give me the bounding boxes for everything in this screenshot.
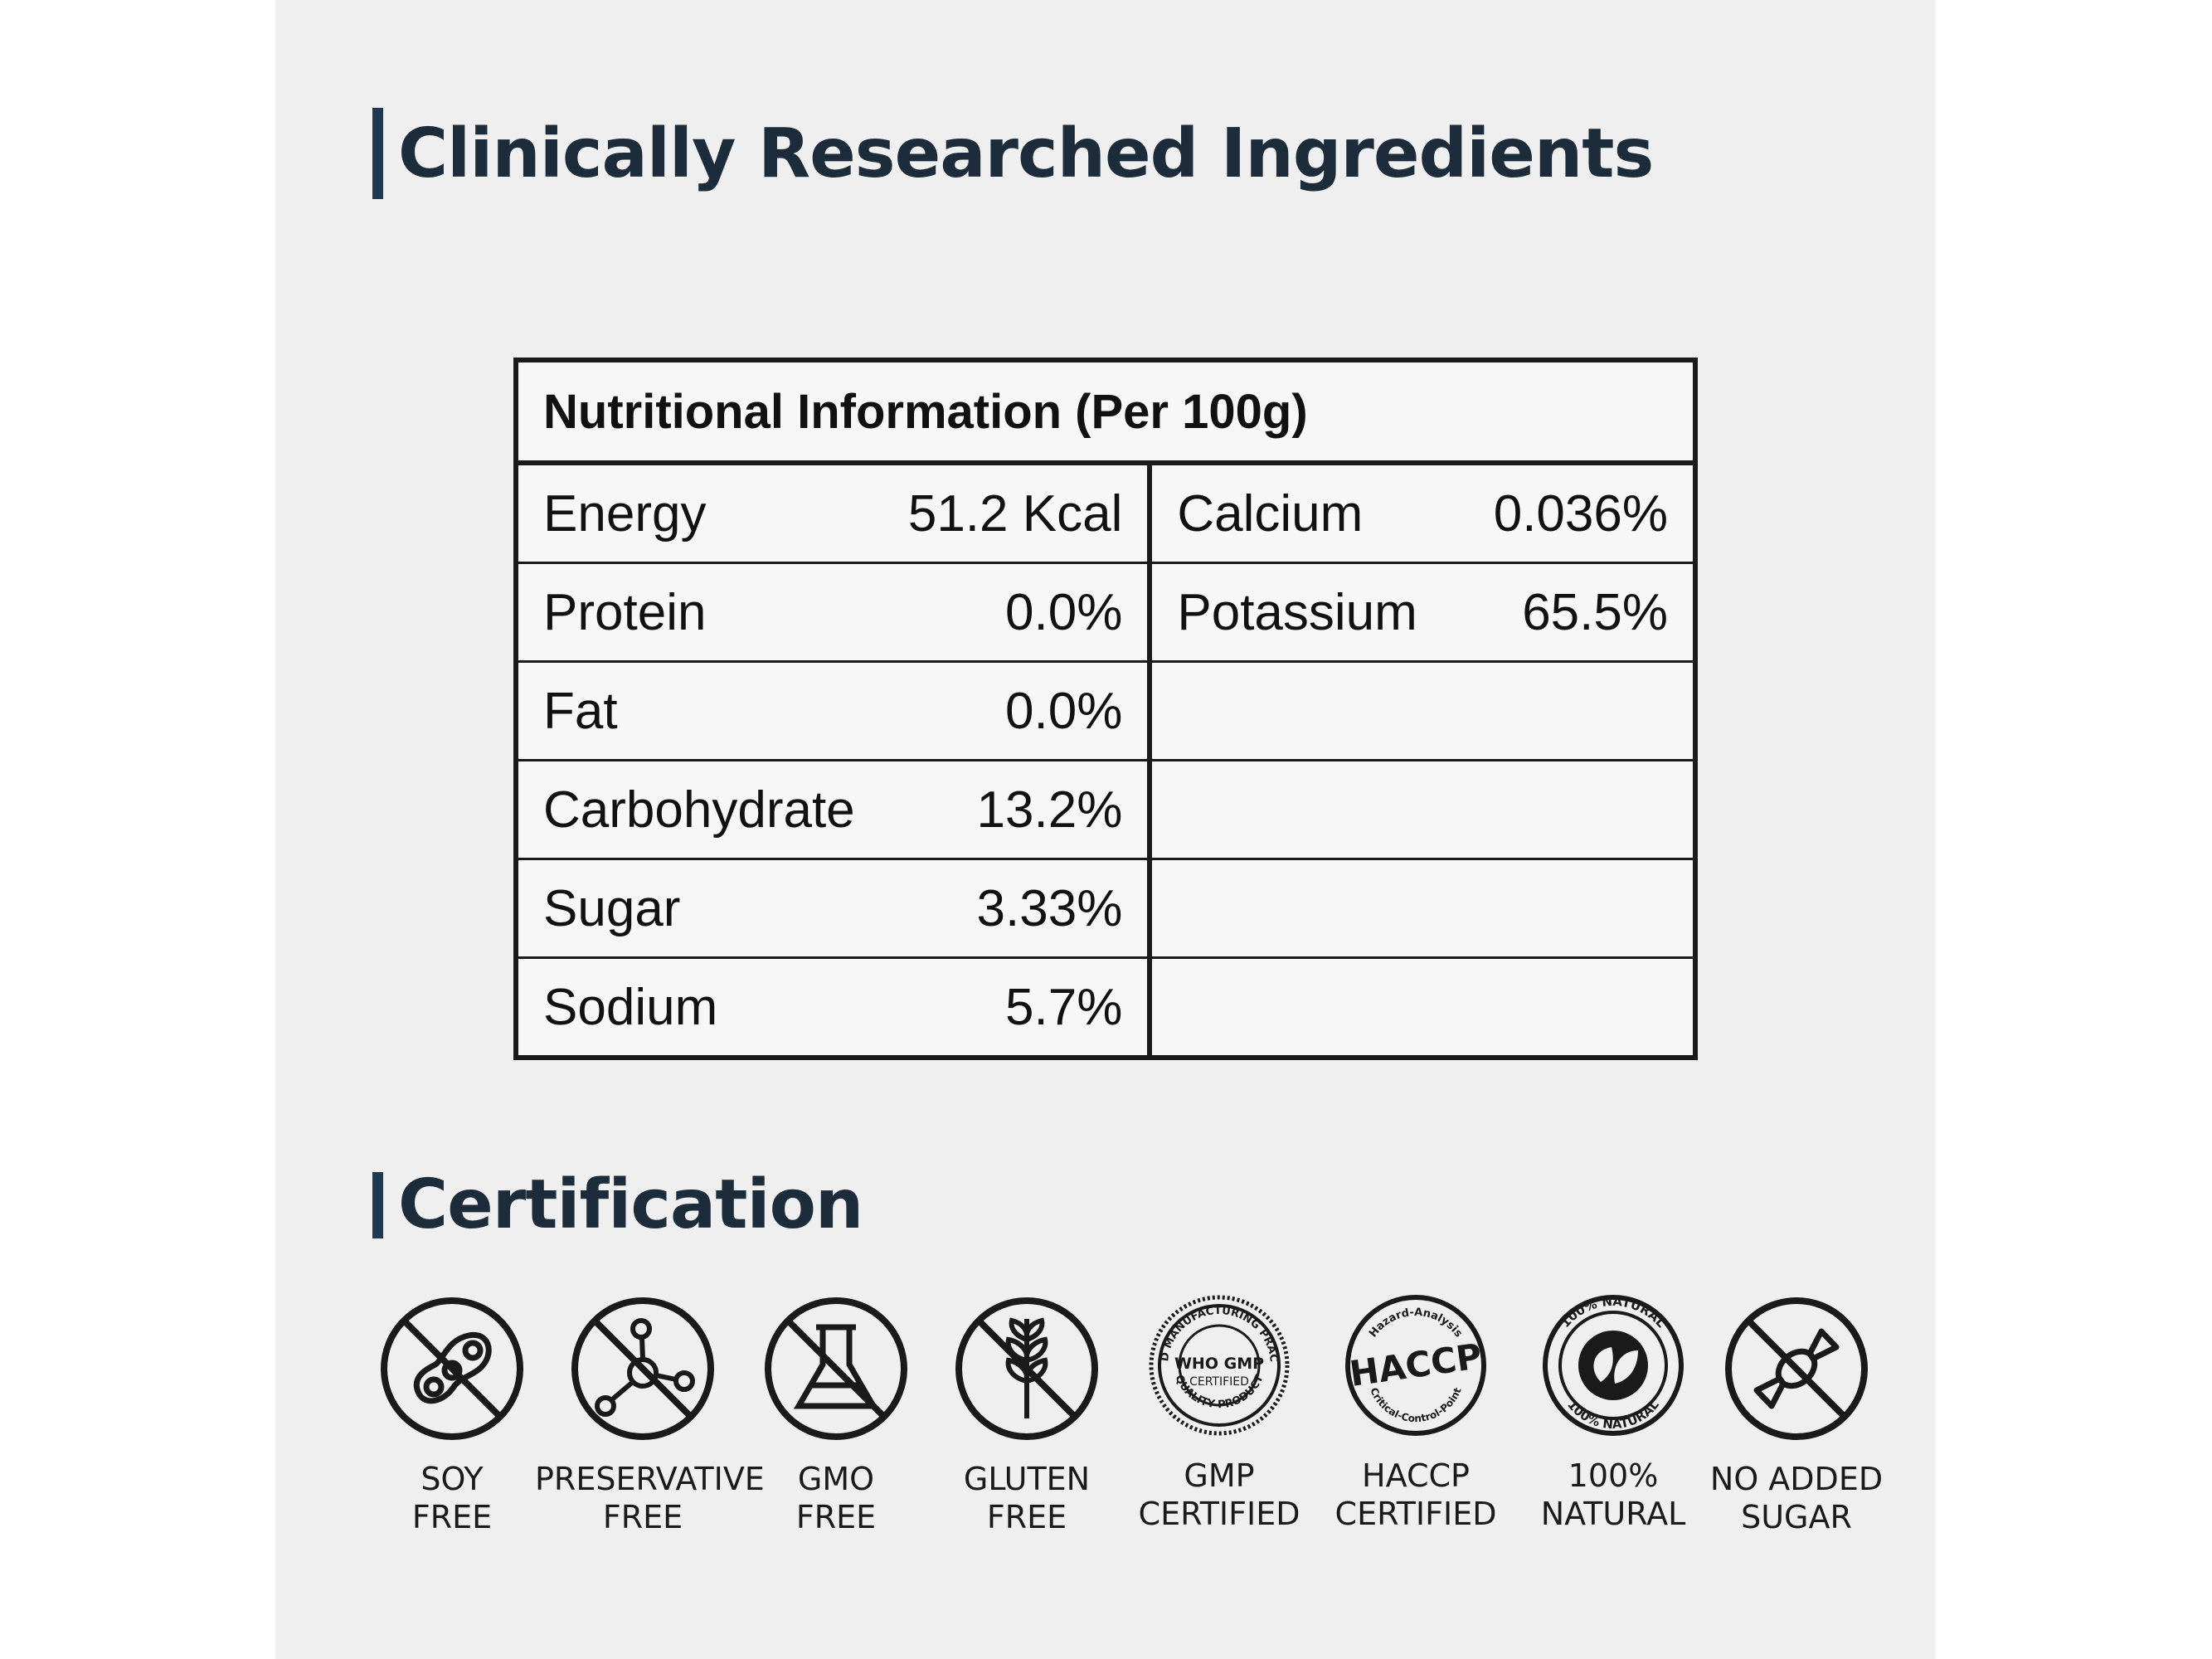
gluten-free-icon (955, 1297, 1098, 1440)
cert-label: 100% NATURAL (1540, 1457, 1686, 1532)
cert-100-natural: 100% NATURAL 100% NATURAL 100% NATURAL (1505, 1291, 1721, 1533)
ingredients-heading-text: Clinically Researched Ingredients (398, 114, 1654, 193)
table-row: Sugar 3.33% (514, 858, 1697, 959)
nutrient-value: 5.7% (1005, 978, 1123, 1036)
svg-text:Hazard-Analysis: Hazard-Analysis (1367, 1306, 1465, 1340)
nutrient-value: 0.0% (1005, 682, 1123, 740)
certification-heading-text: Certification (398, 1165, 863, 1244)
certification-badges: SOY FREE PRESERVATIVE FREE (344, 1291, 1883, 1559)
natural-icon: 100% NATURAL 100% NATURAL (1543, 1294, 1684, 1436)
nutrient-name: Sugar (543, 879, 681, 937)
svg-text:WHO GMP: WHO GMP (1174, 1355, 1264, 1373)
cert-label: SOY FREE (411, 1461, 493, 1535)
haccp-certified-icon: Hazard-Analysis Critical-Control-Point H… (1345, 1295, 1486, 1436)
cert-label: GLUTEN FREE (963, 1461, 1091, 1535)
svg-text:HACCP: HACCP (1347, 1335, 1484, 1394)
nutrient-value: 51.2 Kcal (907, 484, 1123, 542)
nutrient-name: Carbohydrate (543, 781, 855, 839)
nutrient-name: Calcium (1177, 484, 1364, 542)
table-row: Fat 0.0% (514, 660, 1697, 761)
cert-soy-free: SOY FREE (344, 1294, 560, 1536)
table-row: Sodium 5.7% (514, 956, 1697, 1059)
heading-accent-bar (372, 1171, 383, 1238)
nutrition-table-header-row: Nutritional Information (Per 100g) (514, 358, 1697, 465)
cert-preservative-free: PRESERVATIVE FREE (535, 1294, 765, 1536)
nutrient-name: Energy (543, 484, 707, 542)
no-added-sugar-icon (1725, 1297, 1868, 1440)
cert-no-added-sugar: NO ADDED SUGAR (1689, 1294, 1904, 1536)
nutrient-name: Potassium (1177, 583, 1417, 641)
table-row: Carbohydrate 13.2% (514, 759, 1697, 860)
preservative-free-icon (571, 1297, 714, 1440)
cert-label: GMP CERTIFIED (1138, 1457, 1300, 1532)
nutrient-name: Protein (543, 583, 707, 641)
nutrient-name: Sodium (543, 978, 718, 1036)
nutrition-table-header: Nutritional Information (Per 100g) (514, 358, 1697, 465)
heading-accent-bar (372, 108, 383, 199)
cert-gmp-certified: GOOD MANUFACTURING PRACTICE QUALITY PROD… (1111, 1291, 1327, 1533)
table-row: Energy 51.2 Kcal Calcium 0.036% (514, 461, 1697, 564)
nutrient-value: 13.2% (976, 781, 1123, 839)
svg-text:CERTIFIED: CERTIFIED (1189, 1375, 1249, 1389)
nutrient-value: 0.0% (1005, 583, 1123, 641)
gmp-certified-icon: GOOD MANUFACTURING PRACTICE QUALITY PROD… (1145, 1291, 1290, 1436)
soy-free-icon (381, 1297, 523, 1440)
nutrient-value: 0.036% (1493, 484, 1668, 542)
nutrient-value: 3.33% (976, 879, 1123, 937)
cert-gmo-free: GMO FREE (728, 1294, 944, 1536)
cert-label: PRESERVATIVE FREE (535, 1461, 765, 1535)
nutrient-name: Fat (543, 682, 618, 740)
cert-label: HACCP CERTIFIED (1334, 1457, 1497, 1532)
nutrient-value: 65.5% (1522, 583, 1668, 641)
nutrition-table: Nutritional Information (Per 100g) Energ… (513, 358, 1698, 1060)
cert-gluten-free: GLUTEN FREE (919, 1294, 1135, 1536)
cert-label: GMO FREE (795, 1461, 877, 1535)
certification-heading: Certification (372, 1165, 863, 1244)
cert-label: NO ADDED SUGAR (1709, 1461, 1884, 1535)
ingredients-heading: Clinically Researched Ingredients (372, 108, 1654, 199)
table-row: Protein 0.0% Potassium 65.5% (514, 562, 1697, 663)
svg-text:Critical-Control-Point: Critical-Control-Point (1368, 1386, 1463, 1424)
gmo-free-icon (765, 1297, 907, 1440)
cert-haccp-certified: Hazard-Analysis Critical-Control-Point H… (1308, 1291, 1524, 1533)
